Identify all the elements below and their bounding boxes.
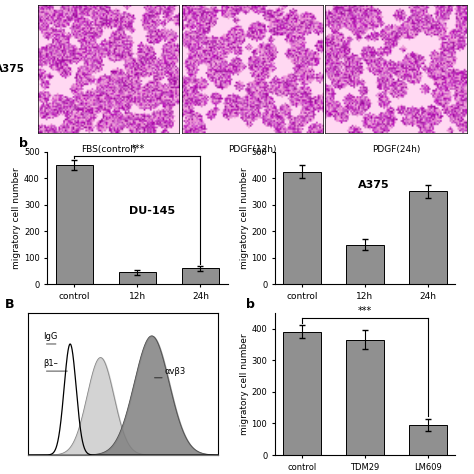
Text: IgG: IgG <box>44 332 58 341</box>
Text: b: b <box>19 137 28 150</box>
Text: ***: *** <box>130 144 145 154</box>
Text: β1–: β1– <box>44 359 58 368</box>
Text: PDGF(12h): PDGF(12h) <box>228 145 277 154</box>
Bar <box>55 165 93 284</box>
Bar <box>118 273 156 284</box>
Y-axis label: migratory cell number: migratory cell number <box>240 333 249 435</box>
Text: b: b <box>246 298 255 311</box>
Bar <box>346 340 384 455</box>
Text: PDGF(24h): PDGF(24h) <box>372 145 420 154</box>
Text: B: B <box>5 298 14 311</box>
Bar <box>409 191 447 284</box>
Text: αvβ3: αvβ3 <box>165 367 186 376</box>
Text: ***: *** <box>358 306 372 316</box>
Text: DU-145: DU-145 <box>129 206 175 217</box>
Bar <box>346 245 384 284</box>
Bar <box>409 425 447 455</box>
Y-axis label: migratory cell number: migratory cell number <box>240 167 249 269</box>
Bar <box>182 268 219 284</box>
Text: A375: A375 <box>358 180 390 190</box>
Y-axis label: migratory cell number: migratory cell number <box>12 167 21 269</box>
Bar <box>283 172 321 284</box>
Bar <box>283 332 321 455</box>
Text: FBS(control): FBS(control) <box>81 145 137 154</box>
Text: A375: A375 <box>0 64 25 74</box>
